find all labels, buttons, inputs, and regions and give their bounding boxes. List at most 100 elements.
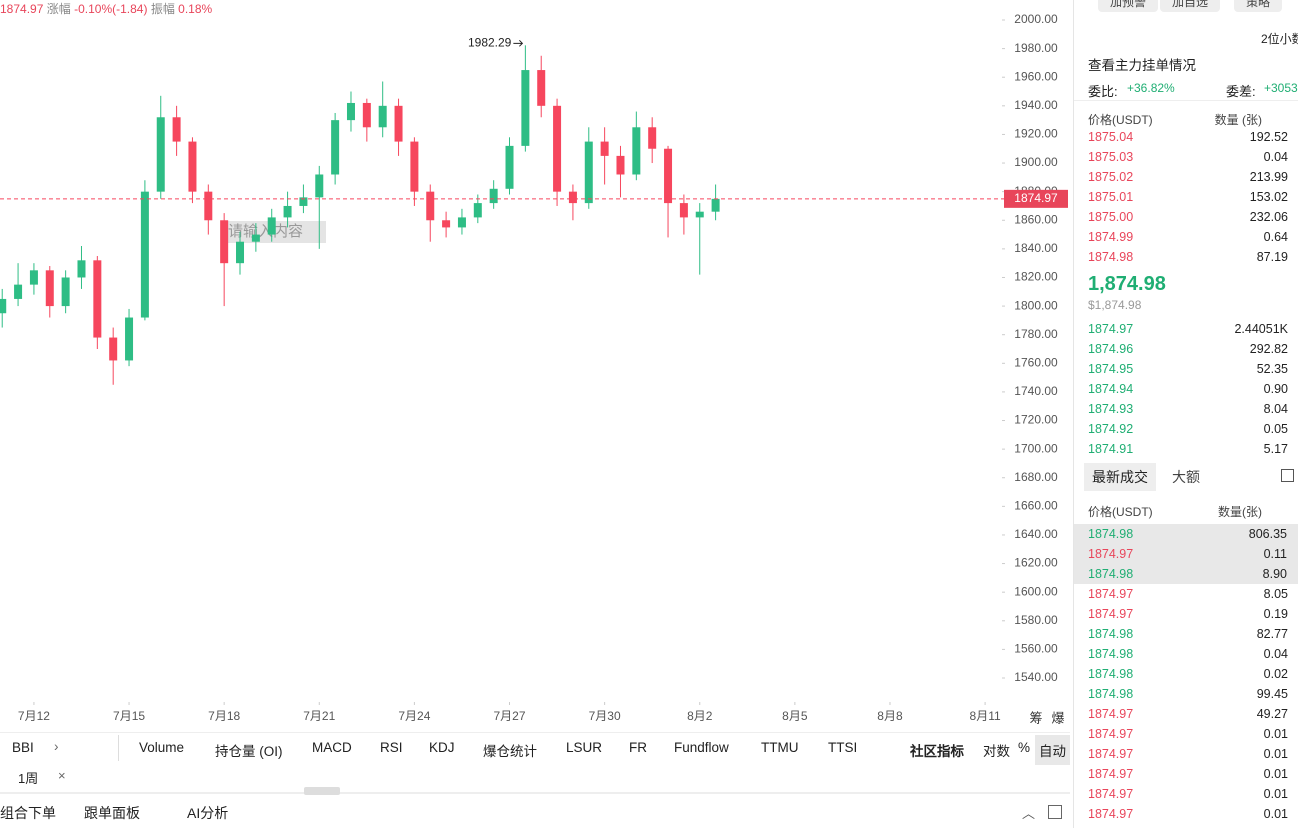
qty: 0.04 — [1263, 150, 1288, 164]
indicator[interactable]: BBI — [12, 740, 34, 755]
x-tick-label: 7月18 — [208, 709, 240, 723]
decimals[interactable]: 2位小数 — [1261, 32, 1298, 46]
order-row: 1875.02 213.99 — [1088, 167, 1288, 187]
order-row: 1874.97 2.44051K — [1088, 319, 1288, 339]
close-icon[interactable]: × — [58, 768, 66, 783]
indicator-tab[interactable]: Volume — [139, 740, 185, 755]
price: 1874.92 — [1088, 422, 1134, 436]
y-tick-label: 1720.00 — [1014, 413, 1058, 427]
indicator-tab[interactable]: Fundflow — [674, 740, 729, 755]
community[interactable]: 社区指标 — [910, 744, 964, 759]
price: 1875.00 — [1088, 210, 1134, 224]
y-tick-label: 1900.00 — [1014, 155, 1058, 169]
chevron[interactable]: › — [54, 739, 59, 754]
candle-body — [156, 117, 165, 192]
y-tick-label: 1940.00 — [1014, 98, 1058, 112]
price: 1874.97 — [1088, 747, 1134, 761]
diff-label: 委差: — [1226, 84, 1256, 99]
bottom-tab[interactable]: AI分析 — [187, 805, 229, 821]
indicator-tab[interactable]: TTSI — [828, 740, 858, 755]
expand[interactable] — [1048, 805, 1062, 819]
candle-body — [172, 117, 181, 142]
indicator-tab[interactable]: FR — [629, 740, 647, 755]
checkbox[interactable] — [1281, 469, 1294, 482]
qty: 0.01 — [1263, 727, 1288, 741]
qty: 49.27 — [1256, 707, 1288, 721]
candle-body — [45, 270, 54, 307]
bottom-tab[interactable]: 组合下单 — [0, 805, 56, 821]
label: 涨幅 — [46, 2, 71, 16]
candle-body — [220, 220, 229, 264]
candle-body — [346, 102, 355, 121]
indicator-tab[interactable]: 持仓量 (OI) — [215, 744, 283, 759]
auto[interactable]: 自动 — [1035, 735, 1070, 765]
x-tick-label: 8月8 — [877, 709, 903, 723]
indicator-tab[interactable]: TTMU — [761, 740, 799, 755]
period[interactable]: 1周 — [18, 771, 39, 786]
qty: 0.01 — [1263, 787, 1288, 801]
bottom-tab[interactable]: 跟单面板 — [84, 805, 140, 821]
x-tick-label: 7月24 — [398, 709, 430, 723]
order-row: 1874.93 8.04 — [1088, 399, 1288, 419]
log[interactable]: 对数 — [983, 744, 1010, 759]
x-tick-label: 7月21 — [303, 709, 335, 723]
qty: 232.06 — [1249, 210, 1288, 224]
high-marker-label: 1982.29 — [468, 36, 512, 50]
candle-body — [93, 260, 102, 338]
indicator-tab[interactable]: MACD — [312, 740, 352, 755]
order-row: 1874.97 0.01 — [1088, 804, 1288, 824]
percent[interactable]: % — [1018, 740, 1031, 755]
col-header: 数量(张) — [1218, 505, 1262, 519]
candle-body — [568, 191, 577, 204]
price: 1874.97 — [1088, 547, 1134, 561]
price: 1874.97 — [1088, 767, 1134, 781]
y-tick-label: 1860.00 — [1014, 212, 1058, 226]
trade-tab[interactable]: 大额 — [1172, 469, 1200, 485]
candle-body — [14, 284, 23, 299]
mid-usd: $1,874.98 — [1088, 298, 1142, 312]
indicator-tab[interactable]: 爆仓统计 — [483, 744, 537, 759]
price: 1874.96 — [1088, 342, 1134, 356]
indicator-tab[interactable]: KDJ — [429, 740, 455, 755]
x-tick-label: 8月11 — [970, 709, 1001, 723]
main-orders[interactable]: 查看主力挂单情况 — [1088, 58, 1196, 73]
candle-body — [267, 217, 276, 235]
order-row: 1874.98 8.90 — [1074, 564, 1298, 584]
order-row: 1874.98 87.19 — [1088, 247, 1288, 267]
indicator-tab[interactable]: RSI — [380, 740, 403, 755]
candle-body — [600, 141, 609, 156]
price: 1874.97 — [1088, 807, 1134, 821]
col-header: 数量 (张) — [1214, 113, 1262, 127]
collapse[interactable]: ︿ — [1022, 806, 1036, 821]
chart: 请输入内容 1540.00 1560.00 1580.00 1600.00 1620.0… — [0, 12, 1068, 725]
price: 1874.98 — [1088, 647, 1134, 661]
y-tick-label: 1840.00 — [1014, 241, 1058, 255]
candle-body — [77, 260, 86, 278]
y-tick-label: 1580.00 — [1014, 613, 1058, 627]
price: 1875.04 — [1088, 130, 1134, 144]
separator — [118, 735, 119, 761]
qty: 0.01 — [1263, 747, 1288, 761]
qty: 0.64 — [1263, 230, 1288, 244]
qty: 0.05 — [1263, 422, 1288, 436]
candle-body — [442, 220, 451, 228]
price: 1874.99 — [1088, 230, 1134, 244]
order-row: 1874.95 52.35 — [1088, 359, 1288, 379]
qty: 806.35 — [1248, 527, 1287, 541]
button[interactable]: 策略 — [1234, 0, 1283, 12]
trade-tab[interactable]: 最新成交 — [1084, 463, 1156, 491]
change: -0.10%(-1.84) — [74, 2, 148, 16]
x-tick-label: 8月2 — [687, 709, 713, 723]
drag-handle[interactable] — [304, 787, 340, 795]
candle-body — [664, 148, 673, 204]
button[interactable]: 加自选 — [1160, 0, 1221, 12]
order-row: 1874.97 0.01 — [1088, 744, 1288, 764]
button[interactable]: 加预警 — [1098, 0, 1159, 12]
candle-body — [251, 234, 260, 242]
indicator-tab[interactable]: LSUR — [566, 740, 603, 755]
y-tick-label: 1660.00 — [1014, 499, 1058, 513]
order-row: 1875.00 232.06 — [1088, 207, 1288, 227]
candle-body — [204, 191, 213, 221]
candle-body — [378, 105, 387, 128]
